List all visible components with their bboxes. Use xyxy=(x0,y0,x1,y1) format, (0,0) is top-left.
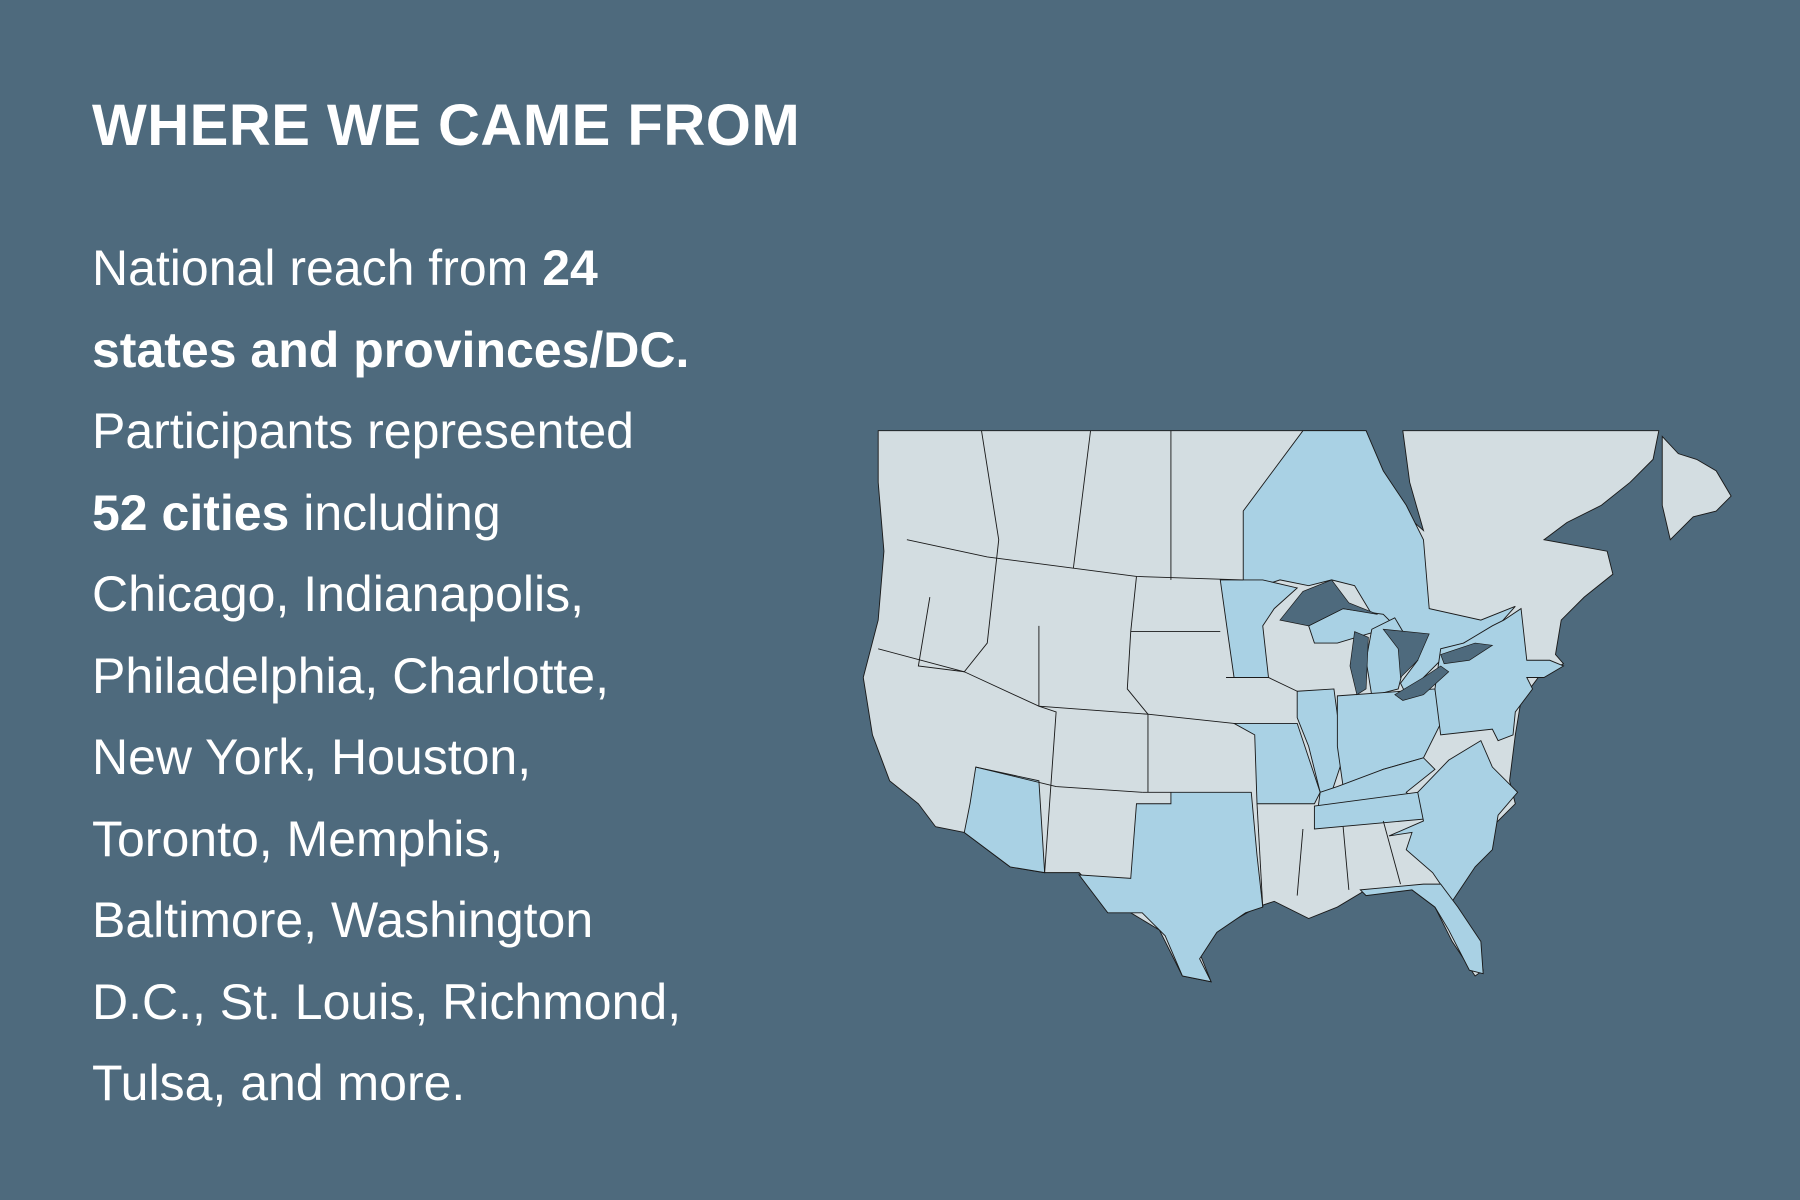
state-borders xyxy=(1342,826,1350,890)
state-borders xyxy=(1126,576,1149,793)
text-line: Philadelphia, Charlotte, xyxy=(92,636,689,718)
text-line: D.C., St. Louis, Richmond, xyxy=(92,962,689,1044)
text-segment: Baltimore, Washington xyxy=(92,892,594,948)
state-borders xyxy=(1382,820,1401,885)
page-title: WHERE WE CAME FROM xyxy=(92,93,801,158)
state-count: 24 xyxy=(542,240,598,296)
text-line: states and provinces/DC. xyxy=(92,310,689,392)
state-borders xyxy=(1296,828,1304,896)
us-canada-border xyxy=(906,539,1244,581)
region-arizona xyxy=(963,766,1046,874)
newfoundland xyxy=(1661,435,1732,541)
text-segment: National reach from xyxy=(92,240,543,296)
text-line: Baltimore, Washington xyxy=(92,880,689,962)
text-segment: New York, Houston, xyxy=(92,729,532,785)
text-line: 52 cities including xyxy=(92,473,689,555)
lake-huron xyxy=(1382,628,1430,679)
text-segment: Participants represented xyxy=(92,403,634,459)
text-line: National reach from 24 xyxy=(92,228,689,310)
region-virginia-carolinas xyxy=(1388,739,1519,903)
state-borders xyxy=(1072,430,1092,569)
state-borders xyxy=(975,766,1143,793)
city-count: 52 cities xyxy=(92,484,290,541)
text-segment: including xyxy=(289,484,501,541)
text-segment: Tulsa, and more. xyxy=(92,1055,466,1111)
text-line: New York, Houston, xyxy=(92,717,689,799)
lake-erie-ontario xyxy=(1394,665,1450,701)
state-borders xyxy=(1226,677,1298,692)
state-borders xyxy=(917,430,1000,673)
text-line: Chicago, Indianapolis, xyxy=(92,554,689,636)
text-segment: Chicago, Indianapolis, xyxy=(92,566,584,622)
state-borders xyxy=(1038,625,1057,873)
text-segment: Toronto, Memphis, xyxy=(92,810,504,867)
lake-michigan xyxy=(1349,631,1369,696)
region-texas-oklahoma xyxy=(1078,791,1264,983)
text-line: Participants represented xyxy=(92,391,689,473)
text-segment: states and provinces/DC. xyxy=(92,321,690,378)
description-text: National reach from 24 states and provin… xyxy=(92,228,689,1125)
text-line: Toronto, Memphis, xyxy=(92,799,689,881)
text-line: Tulsa, and more. xyxy=(92,1043,689,1125)
region-northeast xyxy=(1434,607,1565,742)
text-segment: Philadelphia, Charlotte, xyxy=(92,647,609,704)
state-borders xyxy=(1256,803,1264,908)
lake-superior xyxy=(1279,579,1378,627)
region-minnesota xyxy=(1219,579,1299,678)
region-florida xyxy=(1359,883,1484,975)
text-segment: D.C., St. Louis, Richmond, xyxy=(92,973,682,1030)
lake-ontario xyxy=(1440,642,1494,665)
region-missouri xyxy=(1232,722,1321,805)
